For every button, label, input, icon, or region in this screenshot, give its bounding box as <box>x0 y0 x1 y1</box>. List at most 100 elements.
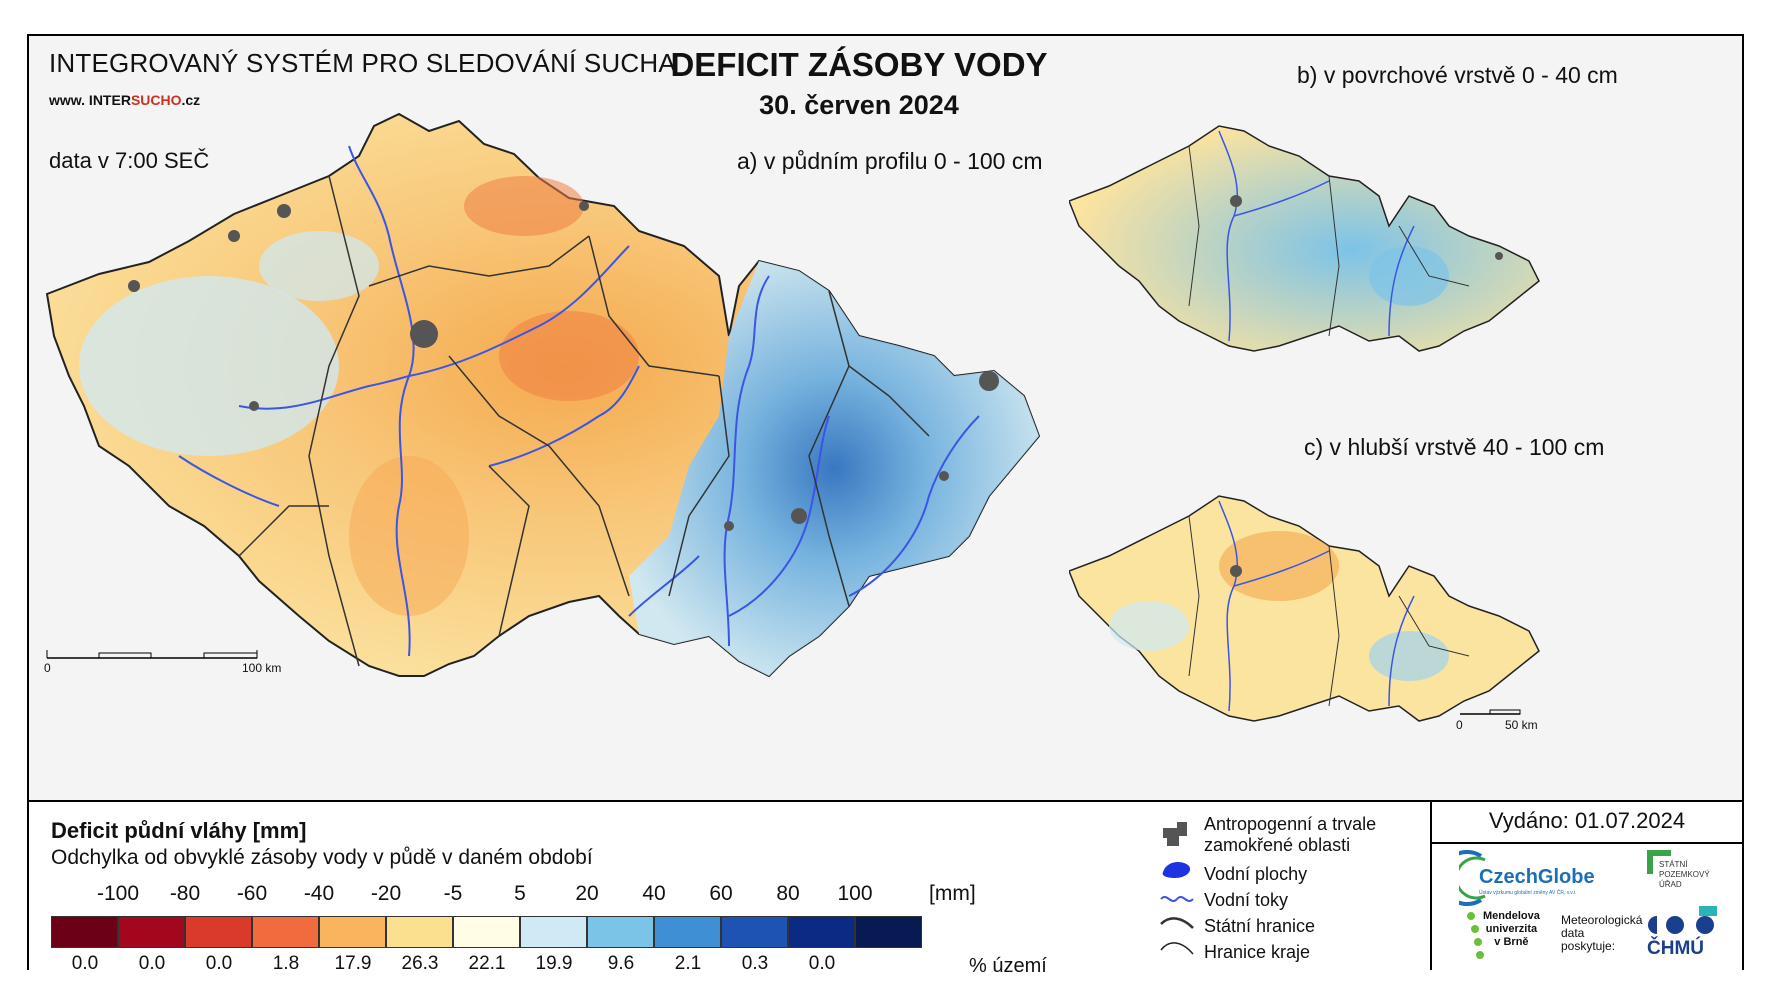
state-border-icon <box>1160 917 1194 929</box>
legend-percent-value: 0.0 <box>138 953 166 974</box>
legend-rivers: Vodní toky <box>1204 890 1289 910</box>
legend-urban-area-line2: zamokřené oblasti <box>1204 835 1351 855</box>
legend-tick-label: 5 <box>514 882 526 905</box>
symbol-icons <box>1160 822 1194 955</box>
czechglobe-subtitle: Ústav výzkumu globální změny AV ČR, v.v.… <box>1479 890 1577 896</box>
legend-swatch <box>654 916 721 948</box>
legend-subtitle: Odchylka od obvyklé zásoby vody v půdě v… <box>51 846 593 869</box>
legend-tick-label: -40 <box>303 882 335 905</box>
legend-swatch <box>855 916 922 948</box>
legend-tick-label: 60 <box>709 882 733 905</box>
legend-tick-label: 80 <box>776 882 800 905</box>
map-c-label: c) v hlubší vrstvě 40 - 100 cm <box>1304 434 1605 460</box>
spu-line2: POZEMKOVÝ <box>1659 870 1710 879</box>
mendel-text: Mendelova univerzita v Brně <box>1483 910 1540 949</box>
main-map <box>45 112 1041 678</box>
legend-urban-area: Antropogenní a trvale zamokřené oblasti <box>1204 814 1376 856</box>
map-c <box>1069 495 1540 722</box>
scale-c-start: 0 <box>1456 718 1463 732</box>
map-b <box>1069 125 1540 352</box>
map-b-label: b) v povrchové vrstvě 0 - 40 cm <box>1297 62 1618 88</box>
legend-tick-label: -100 <box>96 882 140 905</box>
website-link[interactable]: www. INTERSUCHO.cz <box>49 92 200 108</box>
map-a-rivers <box>178 145 980 657</box>
legend-tick-label: -20 <box>370 882 402 905</box>
scale-a-end: 100 km <box>242 661 282 675</box>
legend-percent-label: % území <box>969 955 1047 977</box>
legend-percent-value: 0.0 <box>808 953 836 974</box>
legend-percent-value: 19.9 <box>535 953 573 974</box>
legend-percent-value: 2.1 <box>674 953 702 974</box>
legend-swatch <box>520 916 587 948</box>
legend-percent-value: 26.3 <box>401 953 439 974</box>
legend-tick-label: 40 <box>642 882 666 905</box>
scale-c-end: 50 km <box>1505 718 1538 732</box>
legend-tick-label: -60 <box>236 882 268 905</box>
mendel-logo: Mendelova univerzita v Brně <box>1465 910 1545 970</box>
chmu-logo: ČHMÚ <box>1647 914 1727 964</box>
data-time: data v 7:00 SEČ <box>49 148 210 173</box>
legend-swatch <box>453 916 520 948</box>
legend-swatch <box>118 916 185 948</box>
chmu-pre-line1: Meteorologická <box>1561 913 1643 927</box>
issued-date: Vydáno: 01.07.2024 <box>1488 808 1686 833</box>
spu-text: STÁTNÍ POZEMKOVÝ ÚŘAD <box>1659 860 1710 890</box>
footer-divider-vertical <box>1430 802 1432 970</box>
mendel-line3: v Brně <box>1494 936 1529 948</box>
legend-tick-label: 100 <box>837 882 873 905</box>
legend-swatch <box>185 916 252 948</box>
chmu-name: ČHMÚ <box>1647 938 1704 959</box>
legend-swatch <box>319 916 386 948</box>
water-body-icon <box>1162 862 1191 878</box>
map-date: 30. červen 2024 <box>759 90 959 120</box>
legend-percent-value: 9.6 <box>607 953 635 974</box>
legend-swatch <box>587 916 654 948</box>
map-a-scale-bar <box>46 650 258 659</box>
map-a-region-borders <box>238 175 930 667</box>
legend-percent-value: 1.8 <box>272 953 300 974</box>
spu-mark-icon <box>1647 850 1717 916</box>
region-border-icon <box>1160 942 1194 955</box>
czechglobe-logo: CzechGlobe Ústav výzkumu globální změny … <box>1459 850 1609 906</box>
legend-swatch <box>721 916 788 948</box>
mendel-line2: univerzita <box>1485 923 1538 935</box>
spu-line3: ÚŘAD <box>1659 880 1682 889</box>
scale-a-start: 0 <box>44 661 51 675</box>
legend-swatch <box>252 916 319 948</box>
legend-swatch <box>788 916 855 948</box>
czechglobe-name: CzechGlobe <box>1479 866 1595 888</box>
legend-state-border: Státní hranice <box>1204 916 1316 936</box>
legend-unit: [mm] <box>929 882 976 905</box>
legend-region-border: Hranice kraje <box>1204 942 1311 962</box>
chmu-mark-icon <box>1648 916 1714 934</box>
system-title: INTEGROVANÝ SYSTÉM PRO SLEDOVÁNÍ SUCHA <box>49 48 676 78</box>
website-prefix: www. INTER <box>49 92 131 108</box>
website-suffix: .cz <box>181 92 201 108</box>
legend-panel: Deficit půdní vláhy [mm] Odchylka od obv… <box>29 800 1742 977</box>
mendel-dots-icon <box>1467 912 1484 959</box>
spu-line1: STÁTNÍ <box>1659 860 1688 869</box>
legend-tick-label: 20 <box>575 882 599 905</box>
footer-divider-horizontal <box>1432 842 1742 844</box>
spu-logo: STÁTNÍ POZEMKOVÝ ÚŘAD <box>1647 850 1727 920</box>
map-sheet: INTEGROVANÝ SYSTÉM PRO SLEDOVÁNÍ SUCHA w… <box>27 34 1744 977</box>
map-a-label: a) v půdním profilu 0 - 100 cm <box>737 148 1043 174</box>
website-accent: SUCHO <box>130 92 182 108</box>
legend-urban-area-line1: Antropogenní a trvale <box>1204 814 1377 834</box>
map-a-fill <box>45 112 1041 678</box>
urban-area-icon <box>1163 822 1187 846</box>
legend-water-bodies: Vodní plochy <box>1204 864 1308 884</box>
chmu-pre-line2: data <box>1561 926 1585 940</box>
main-title: DEFICIT ZÁSOBY VODY <box>670 46 1048 83</box>
mendel-line1: Mendelova <box>1483 910 1540 922</box>
river-icon <box>1160 896 1194 902</box>
chmu-provider-text: Meteorologická data poskytuje: <box>1561 914 1642 953</box>
legend-tick-label: -80 <box>169 882 201 905</box>
legend-percent-value: 17.9 <box>334 953 372 974</box>
legend-percent-value: 0.0 <box>205 953 233 974</box>
chmu-pre-line3: poskytuje: <box>1561 939 1616 953</box>
legend-swatch <box>51 916 118 948</box>
legend-swatch <box>386 916 453 948</box>
legend-tick-label: -5 <box>443 882 463 905</box>
czechglobe-ring-icon <box>1459 850 1486 906</box>
